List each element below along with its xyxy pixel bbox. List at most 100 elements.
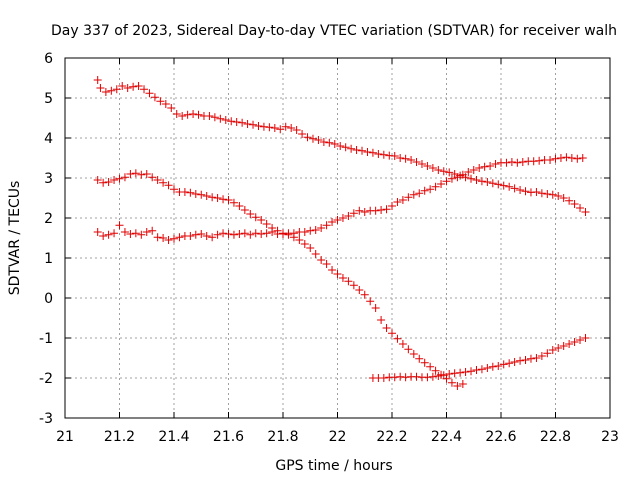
data-point [398,196,407,204]
data-point [219,195,228,204]
x-tick-label: 21 [56,429,74,445]
data-point [488,179,497,188]
data-point [439,371,448,380]
data-point [420,358,429,367]
data-point [99,178,108,187]
data-point [246,210,255,218]
data-point [213,230,222,239]
data-point [232,118,241,126]
data-point [276,125,285,134]
data-point [371,304,380,312]
data-point [317,224,326,232]
data-point [344,277,353,286]
data-point [191,190,200,198]
data-point [287,124,296,132]
data-point [565,196,574,205]
data-point [431,182,440,191]
data-point [363,148,372,156]
data-point [567,154,576,162]
y-tick-label: 1 [44,251,53,267]
series-1 [93,76,399,160]
data-point [159,178,168,187]
data-point [243,120,252,128]
data-point [388,202,396,210]
data-point [532,188,541,196]
data-point [537,189,546,198]
series-5 [368,334,590,382]
y-tick-label: 5 [44,91,53,107]
data-point [502,158,511,167]
x-tick-label: 21.2 [104,429,135,445]
data-point [505,359,514,368]
data-point [213,194,222,202]
data-point [426,185,435,194]
data-point [120,173,129,182]
data-point [221,116,230,124]
data-point [437,180,446,188]
data-point [491,160,500,168]
data-point [562,153,571,162]
data-point [93,176,102,184]
data-point [311,226,320,234]
data-point [355,286,364,294]
data-point [467,367,476,376]
data-point [556,154,565,162]
x-tick-label: 21.4 [158,429,189,445]
data-point [235,230,244,238]
data-point [186,232,195,240]
data-point [328,266,337,274]
data-point [208,193,217,202]
data-point [404,345,413,354]
data-point [101,88,110,96]
data-point [374,150,383,158]
data-point [229,198,238,207]
data-point [137,230,146,239]
data-point [431,366,440,375]
data-point [333,270,342,278]
data-point [140,85,149,94]
data-point [453,173,462,182]
data-point [104,178,113,186]
data-point [480,162,489,171]
data-point [338,214,347,222]
data-point [126,170,135,178]
data-point [330,140,339,148]
data-point [521,187,530,196]
data-point [477,365,486,374]
data-point [153,233,162,242]
data-point [238,118,247,127]
data-point [118,82,127,90]
data-point [518,158,527,166]
data-point [377,316,386,324]
data-point [129,82,138,91]
data-point [257,216,266,224]
data-point [546,156,555,164]
data-point [112,85,121,94]
data-point [366,297,375,306]
data-point [420,186,429,195]
data-point [191,230,200,239]
data-point [445,168,454,177]
data-point [175,233,184,242]
data-point [382,205,391,214]
data-point [189,110,198,118]
data-point [409,350,418,358]
data-point [194,110,203,119]
data-point [472,176,481,184]
data-point [349,209,358,218]
data-point [279,230,287,238]
data-point [262,229,271,238]
data-point [148,173,157,182]
data-point [298,130,307,138]
data-point [537,352,546,360]
data-point [570,200,579,208]
data-point [110,176,119,184]
data-point [180,188,189,196]
data-point [379,150,388,159]
data-point [576,336,585,344]
data-point [150,93,159,102]
data-point [96,84,105,92]
data-point [328,218,337,226]
data-point [510,184,519,193]
